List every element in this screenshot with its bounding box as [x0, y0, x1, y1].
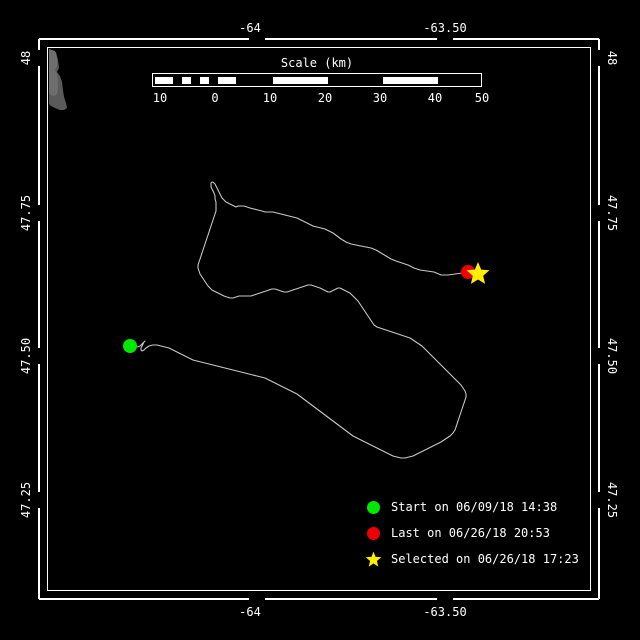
y-tick-right-1: 48: [605, 50, 619, 66]
scale-tick-3: 20: [317, 91, 333, 105]
scale-seg-3: [200, 77, 209, 84]
x-tick-top-2: -63.50: [423, 21, 467, 35]
scale-seg-5: [273, 77, 328, 84]
green-circle-icon: [360, 500, 386, 514]
selected-marker[interactable]: [466, 262, 490, 284]
map-legend: Start on 06/09/18 14:38 Last on 06/26/18…: [360, 494, 579, 572]
y-tick-left-1: 48: [19, 50, 33, 66]
legend-item-selected[interactable]: Selected on 06/26/18 17:23: [360, 546, 579, 572]
y-tick-right-2: 47.75: [605, 194, 619, 232]
legend-item-start[interactable]: Start on 06/09/18 14:38: [360, 494, 579, 520]
scale-tick-4: 30: [372, 91, 388, 105]
yellow-star-icon: [360, 551, 386, 568]
legend-label-start: Start on 06/09/18 14:38: [391, 499, 558, 514]
red-circle-icon: [360, 526, 386, 540]
y-tick-right-4: 47.25: [605, 481, 619, 519]
scale-bar-ticks: 10 0 10 20 30 40 50: [152, 91, 489, 109]
scale-tick-6: 50: [474, 91, 490, 105]
vessel-track-line: [129, 181, 469, 459]
scale-seg-1: [155, 77, 173, 84]
y-tick-left-3: 47.50: [19, 337, 33, 375]
scale-tick-2: 10: [262, 91, 278, 105]
y-tick-left-2: 47.75: [19, 194, 33, 232]
scale-tick-5: 40: [427, 91, 443, 105]
x-tick-top-1: -64: [239, 21, 261, 35]
last-marker[interactable]: [461, 265, 475, 279]
inner-frame-border: [47, 47, 591, 591]
scale-bar-title: Scale (km): [280, 56, 354, 70]
scale-seg-6: [383, 77, 438, 84]
legend-item-last[interactable]: Last on 06/26/18 20:53: [360, 520, 579, 546]
scale-bar-widget: Scale (km) 10 0 10 20 30 40 50: [152, 56, 489, 109]
x-tick-bottom-2: -63.50: [423, 605, 467, 619]
scale-bar-graphic: [152, 73, 482, 87]
start-marker[interactable]: [123, 339, 137, 353]
y-tick-right-3: 47.50: [605, 337, 619, 375]
y-tick-left-4: 47.25: [19, 481, 33, 519]
scale-tick-0: 10: [152, 91, 168, 105]
landmass-polygon-shade: [49, 49, 58, 96]
scale-seg-2: [182, 77, 191, 84]
outer-frame-border: [38, 38, 600, 600]
legend-label-selected: Selected on 06/26/18 17:23: [391, 551, 579, 566]
legend-label-last: Last on 06/26/18 20:53: [391, 525, 550, 540]
scale-tick-1: 0: [211, 91, 219, 105]
x-tick-bottom-1: -64: [239, 605, 261, 619]
scale-seg-4: [218, 77, 236, 84]
